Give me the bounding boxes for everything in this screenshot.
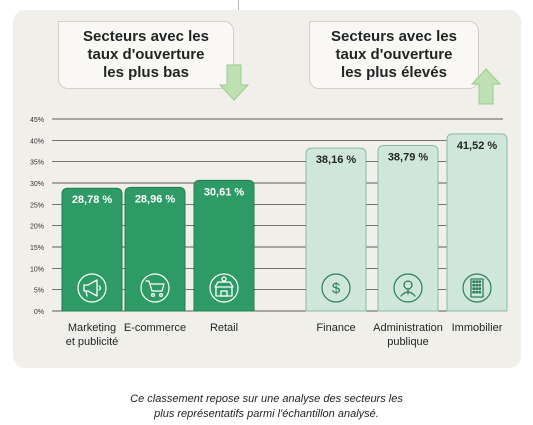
caption-line-2: plus représentatifs parmi l'échantillon … xyxy=(154,408,379,420)
arrow-up-icon xyxy=(470,68,502,105)
bar xyxy=(305,147,367,312)
icon-ring xyxy=(462,273,492,303)
y-tick-label: 45% xyxy=(30,117,44,124)
y-tick-label: 5% xyxy=(34,288,44,295)
y-tick-label: 35% xyxy=(30,160,44,167)
x-category-label: Finance xyxy=(316,322,355,334)
y-tick-label: 40% xyxy=(30,138,44,145)
x-category-label: Marketing xyxy=(68,322,116,334)
callout-low-line-1: Secteurs avec les xyxy=(83,28,209,45)
bar-value-label: 30,61 % xyxy=(204,186,245,198)
callout-high-line-1: Secteurs avec les xyxy=(331,28,457,45)
caption-line-1: Ce classement repose sur une analyse des… xyxy=(130,393,403,405)
x-category-label: publique xyxy=(387,336,429,348)
icon-ring xyxy=(140,273,170,303)
bar-value-label: 28,96 % xyxy=(135,193,176,205)
x-category-label: Administration xyxy=(373,322,443,334)
shopping-cart-icon xyxy=(145,280,165,298)
bar-chart: 0% 5% 10% 15% 20% 25% 30% 35% 40% 45% 28,78 % Marke… xyxy=(30,117,508,348)
x-category-label: Immobilier xyxy=(452,322,503,334)
callout-low-line-2: taux d'ouverture xyxy=(87,46,205,63)
x-category-label: E-commerce xyxy=(124,322,186,334)
y-tick-label: 0% xyxy=(34,309,44,316)
shop-icon xyxy=(214,276,234,297)
svg-text:$: $ xyxy=(332,280,341,297)
icon-ring xyxy=(209,273,239,303)
y-tick-label: 25% xyxy=(30,202,44,209)
y-tick-label: 15% xyxy=(30,245,44,252)
caption: Ce classement repose sur une analyse des… xyxy=(0,392,533,422)
bar xyxy=(377,144,439,312)
bar-value-label: 38,16 % xyxy=(316,154,357,166)
x-category-label: Retail xyxy=(210,322,238,334)
callout-highest-rates: Secteurs avec les taux d'ouverture les p… xyxy=(309,21,479,89)
dollar-icon: $ xyxy=(332,280,341,297)
bar xyxy=(61,187,123,312)
top-connector-line xyxy=(238,0,239,10)
y-tick-label: 10% xyxy=(30,266,44,273)
callout-high-line-2: taux d'ouverture xyxy=(335,46,453,63)
x-category-label: et publicité xyxy=(66,336,119,348)
callout-lowest-rates: Secteurs avec les taux d'ouverture les p… xyxy=(58,21,234,89)
callout-low-line-3: les plus bas xyxy=(103,64,189,81)
icon-ring xyxy=(393,273,423,303)
bar-value-label: 38,79 % xyxy=(388,151,429,163)
bar xyxy=(193,179,255,312)
arrow-down-icon xyxy=(218,64,250,101)
bar xyxy=(446,133,508,312)
bar-value-label: 28,78 % xyxy=(72,194,113,206)
official-icon xyxy=(400,280,416,297)
icon-ring xyxy=(77,273,107,303)
icon-ring xyxy=(321,273,351,303)
y-tick-label: 30% xyxy=(30,181,44,188)
y-tick-label: 20% xyxy=(30,224,44,231)
bar xyxy=(124,186,186,312)
megaphone-icon xyxy=(83,279,102,297)
building-icon xyxy=(470,278,484,298)
bar-value-label: 41,52 % xyxy=(457,140,498,152)
callout-high-line-3: les plus élevés xyxy=(341,64,447,81)
